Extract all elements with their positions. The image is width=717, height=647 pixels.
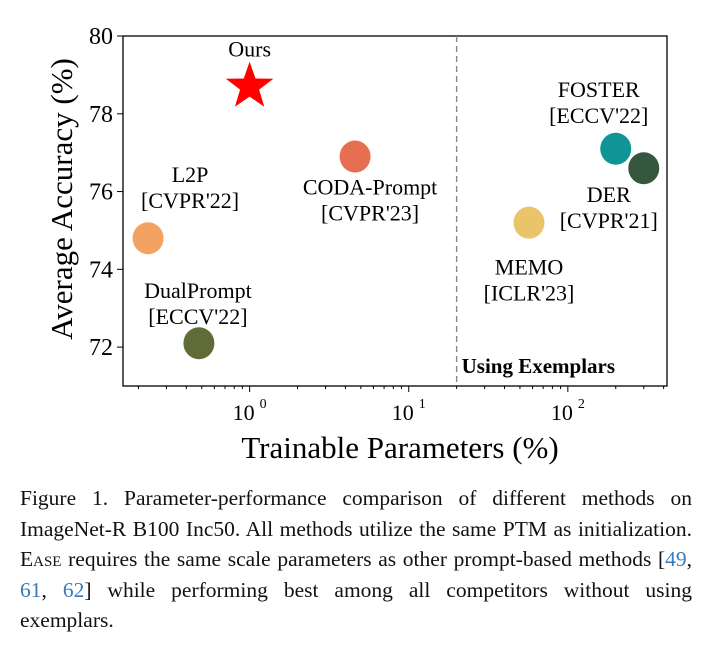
point-label-coda-prompt: CODA-Prompt bbox=[303, 175, 437, 200]
x-axis-label: Trainable Parameters (%) bbox=[241, 430, 558, 465]
point-venue-coda-prompt: [CVPR'23] bbox=[321, 201, 419, 226]
y-tick-label: 76 bbox=[89, 180, 113, 206]
point-label-ours: Ours bbox=[228, 37, 271, 62]
caption-method-name: Ease bbox=[20, 547, 62, 571]
point-venue-foster: [ECCV'22] bbox=[549, 103, 648, 128]
point-label-der: DER bbox=[587, 182, 631, 207]
point-label-l2p: L2P bbox=[172, 162, 209, 187]
x-tick-label: 10 bbox=[551, 400, 573, 425]
x-tick-exponent: 1 bbox=[419, 397, 426, 412]
x-tick-exponent: 0 bbox=[260, 397, 267, 412]
point-coda-prompt bbox=[339, 140, 371, 173]
point-foster bbox=[600, 132, 632, 165]
point-der bbox=[628, 152, 660, 185]
figure-caption: Figure 1. Parameter-performance comparis… bbox=[20, 486, 693, 633]
point-l2p bbox=[132, 222, 164, 255]
citation-link[interactable]: 62 bbox=[62, 577, 85, 602]
x-tick-label: 10 bbox=[392, 400, 414, 425]
caption-text: ] while performing best among all compet… bbox=[20, 577, 693, 633]
y-tick-label: 72 bbox=[89, 335, 113, 361]
point-dualprompt bbox=[183, 327, 215, 360]
y-tick-label: 74 bbox=[89, 257, 113, 283]
x-tick-label: 10 bbox=[233, 400, 255, 425]
x-tick-exponent: 2 bbox=[578, 397, 585, 412]
point-ours-star bbox=[225, 61, 274, 107]
plot-frame bbox=[122, 35, 668, 387]
y-tick-label: 80 bbox=[89, 24, 113, 50]
point-label-foster: FOSTER bbox=[558, 77, 640, 102]
point-venue-l2p: [CVPR'22] bbox=[141, 188, 239, 213]
scatter-chart: 72 74 76 78 80 10 0 10 1 10 2 Using Exemplars Traina… bbox=[44, 24, 668, 465]
y-tick-label: 78 bbox=[89, 102, 113, 128]
citation-link[interactable]: 49 bbox=[665, 547, 687, 571]
caption-text: requires the same scale parameters as ot… bbox=[61, 547, 666, 571]
point-venue-der: [CVPR'21] bbox=[560, 208, 658, 233]
point-venue-dualprompt: [ECCV'22] bbox=[148, 304, 247, 329]
y-axis-label: Average Accuracy (%) bbox=[44, 58, 79, 340]
caption-text: Figure 1. Parameter-performance comparis… bbox=[20, 486, 692, 541]
point-memo bbox=[513, 206, 545, 239]
point-label-dualprompt: DualPrompt bbox=[144, 278, 252, 303]
point-venue-memo: [ICLR'23] bbox=[484, 281, 575, 306]
citation-link[interactable]: 61 bbox=[20, 577, 42, 602]
point-label-memo: MEMO bbox=[495, 255, 563, 280]
exemplar-region-label: Using Exemplars bbox=[462, 354, 615, 378]
